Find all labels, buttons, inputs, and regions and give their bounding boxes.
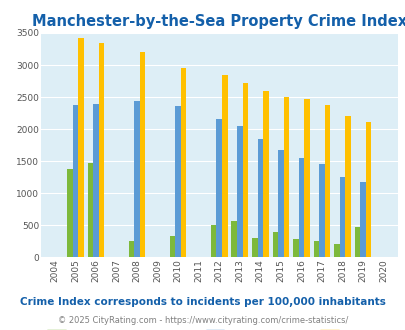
Bar	[339, 177, 344, 257]
Bar	[72, 105, 78, 257]
Bar	[140, 51, 145, 257]
Bar	[175, 106, 181, 257]
Bar	[237, 126, 242, 257]
Bar	[354, 227, 359, 257]
Bar	[216, 119, 222, 257]
Bar	[93, 104, 98, 257]
Bar	[128, 241, 134, 257]
Bar	[272, 232, 277, 257]
Bar	[344, 116, 350, 257]
Bar	[257, 139, 262, 257]
Bar	[242, 83, 247, 257]
Bar	[134, 101, 140, 257]
Bar	[222, 75, 227, 257]
Bar	[231, 221, 237, 257]
Bar	[303, 99, 309, 257]
Bar	[262, 91, 268, 257]
Bar	[98, 43, 104, 257]
Bar	[318, 164, 324, 257]
Bar	[181, 68, 186, 257]
Bar	[292, 240, 298, 257]
Bar	[252, 238, 257, 257]
Bar	[365, 122, 371, 257]
Bar	[78, 38, 83, 257]
Bar	[324, 105, 329, 257]
Title: Manchester-by-the-Sea Property Crime Index: Manchester-by-the-Sea Property Crime Ind…	[32, 14, 405, 29]
Bar	[313, 241, 318, 257]
Text: © 2025 CityRating.com - https://www.cityrating.com/crime-statistics/: © 2025 CityRating.com - https://www.city…	[58, 316, 347, 325]
Bar	[277, 150, 283, 257]
Bar	[67, 169, 72, 257]
Text: Crime Index corresponds to incidents per 100,000 inhabitants: Crime Index corresponds to incidents per…	[20, 297, 385, 307]
Bar	[211, 225, 216, 257]
Bar	[359, 182, 365, 257]
Bar	[283, 97, 288, 257]
Bar	[87, 163, 93, 257]
Bar	[333, 244, 339, 257]
Bar	[298, 158, 303, 257]
Bar	[169, 236, 175, 257]
